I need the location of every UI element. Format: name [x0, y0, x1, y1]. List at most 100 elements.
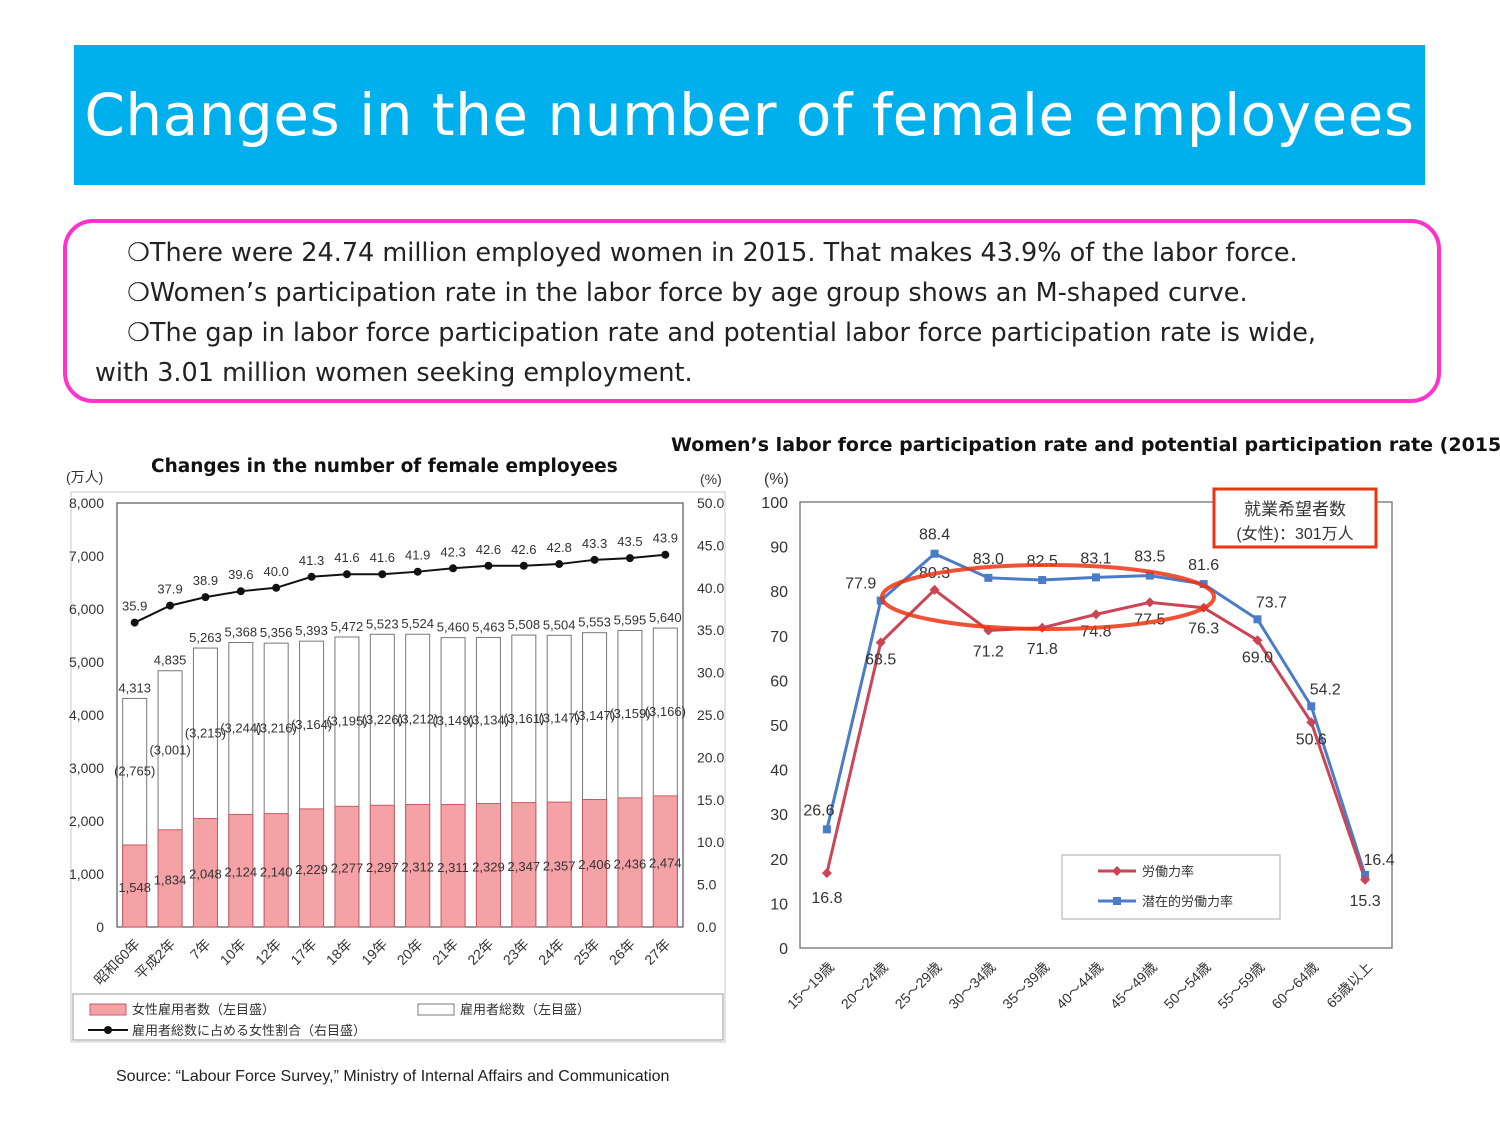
x-tick-label: 27年	[641, 936, 673, 968]
share-value-label: 43.3	[582, 536, 607, 551]
left-chart-frame	[70, 491, 726, 1043]
legend-female-swatch	[89, 1003, 127, 1016]
share-point	[449, 564, 458, 573]
share-value-label: 41.6	[370, 550, 395, 565]
female-value-label: 2,312	[401, 860, 434, 875]
male-value-label: (3,164)	[291, 717, 332, 732]
share-value-label: 41.3	[299, 553, 324, 568]
right-y-tick-label: 90	[770, 540, 788, 557]
share-value-label: 42.3	[440, 544, 465, 559]
legend-participation-label: 労働力率	[1142, 864, 1194, 880]
legend-potential-label: 潜在的労働力率	[1142, 894, 1233, 910]
share-point	[130, 618, 139, 627]
share-value-label: 42.6	[511, 542, 536, 557]
potential-rate-marker	[984, 573, 993, 582]
female-bar	[122, 844, 148, 928]
participation-rate-label: 71.2	[973, 643, 1004, 660]
share-point	[272, 583, 281, 592]
female-bar	[546, 801, 572, 928]
share-point	[166, 601, 175, 610]
y2-tick-label: 25.0	[697, 707, 724, 723]
right-y-tick-label: 80	[770, 584, 788, 601]
male-value-label: (3,195)	[326, 714, 367, 729]
x-tick-label: 22年	[464, 936, 496, 968]
y-axis-unit: (万人)	[66, 469, 103, 485]
summary-point: ❍Women’s participation rate in the labor…	[127, 273, 1415, 313]
right-x-tick-label: 25～29歳	[892, 959, 945, 1012]
share-point	[378, 570, 387, 579]
x-tick-label: 昭和60年	[91, 936, 143, 988]
y2-tick-label: 35.0	[697, 622, 724, 638]
potential-rate-marker	[930, 549, 939, 558]
x-tick-label: 18年	[323, 936, 355, 968]
total-value-label: 5,463	[472, 619, 505, 634]
y-tick-label: 1,000	[69, 866, 104, 882]
bullet-icon: ❍	[127, 238, 150, 268]
female-value-label: 2,406	[578, 857, 611, 872]
male-value-label: (3,001)	[149, 742, 190, 757]
legend-total-swatch	[417, 1003, 455, 1016]
legend-participation-marker	[1112, 866, 1122, 876]
female-bar	[511, 802, 537, 928]
y2-tick-label: 0.0	[697, 919, 717, 935]
male-value-label: (3,147)	[574, 708, 615, 723]
participation-rate-marker	[1360, 874, 1371, 885]
summary-text: There were 24.74 million employed women …	[149, 238, 1298, 268]
potential-rate-marker	[1145, 571, 1154, 580]
participation-rate-marker	[1306, 717, 1317, 728]
potential-rate-label: 26.6	[803, 802, 834, 819]
potential-rate-marker	[1092, 573, 1100, 582]
total-value-label: 5,524	[401, 616, 434, 631]
female-value-label: 2,474	[649, 855, 682, 870]
callout-box	[1212, 487, 1378, 549]
potential-rate-label: 83.0	[973, 551, 1004, 568]
x-tick-label: 20年	[394, 936, 426, 968]
male-value-label: (3,134)	[468, 713, 509, 728]
share-value-label: 43.9	[653, 531, 678, 546]
callout-line2: (女性)：301万人	[1236, 524, 1353, 543]
female-bar	[405, 803, 431, 928]
potential-rate-label: 83.1	[1080, 550, 1111, 567]
participation-rate-label: 76.3	[1188, 621, 1219, 638]
source-note: Source: “Labour Force Survey,” Ministry …	[116, 1068, 670, 1085]
total-value-label: 5,640	[649, 610, 682, 625]
share-point	[342, 570, 351, 579]
y-tick-label: 2,000	[69, 813, 104, 829]
female-value-label: 2,357	[543, 859, 576, 874]
share-value-label: 38.9	[193, 573, 218, 588]
right-x-tick-label: 35～39歳	[999, 959, 1052, 1012]
summary-point: ❍There were 24.74 million employed women…	[127, 233, 1415, 273]
summary-continuation: with 3.01 million women seeking employme…	[95, 358, 693, 388]
share-point	[307, 572, 316, 581]
male-value-label: (3,147)	[539, 711, 580, 726]
right-plot-area	[799, 501, 1393, 949]
female-bar	[652, 795, 678, 928]
x-tick-label: 24年	[535, 936, 567, 968]
right-chart-title: Women’s labor force participation rate a…	[671, 434, 1500, 456]
male-value-label: (3,226)	[362, 712, 403, 727]
share-value-label: 41.9	[405, 548, 430, 563]
y2-tick-label: 10.0	[697, 834, 724, 850]
male-value-label: (2,765)	[114, 764, 155, 779]
potential-rate-label: 88.4	[919, 527, 950, 544]
female-value-label: 2,297	[366, 860, 399, 875]
total-value-label: 5,472	[331, 619, 364, 634]
total-value-label: 5,368	[225, 624, 258, 639]
summary-text: Women’s participation rate in the labor …	[149, 278, 1248, 308]
share-point	[484, 561, 493, 570]
bullet-icon: ❍	[127, 318, 150, 348]
share-point	[519, 561, 528, 570]
y2-tick-label: 30.0	[697, 665, 724, 681]
share-point	[590, 555, 599, 564]
female-bar	[475, 803, 501, 928]
callout-line1: 就業希望者数	[1244, 500, 1346, 519]
y-tick-label: 0	[96, 919, 104, 935]
y2-tick-label: 15.0	[697, 792, 724, 808]
right-x-tick-label: 20～24歳	[838, 959, 891, 1012]
x-tick-label: 12年	[252, 936, 284, 968]
total-value-label: 4,313	[118, 680, 151, 695]
participation-rate-label: 50.6	[1296, 731, 1327, 748]
female-bar	[617, 797, 643, 928]
share-line	[134, 553, 666, 624]
